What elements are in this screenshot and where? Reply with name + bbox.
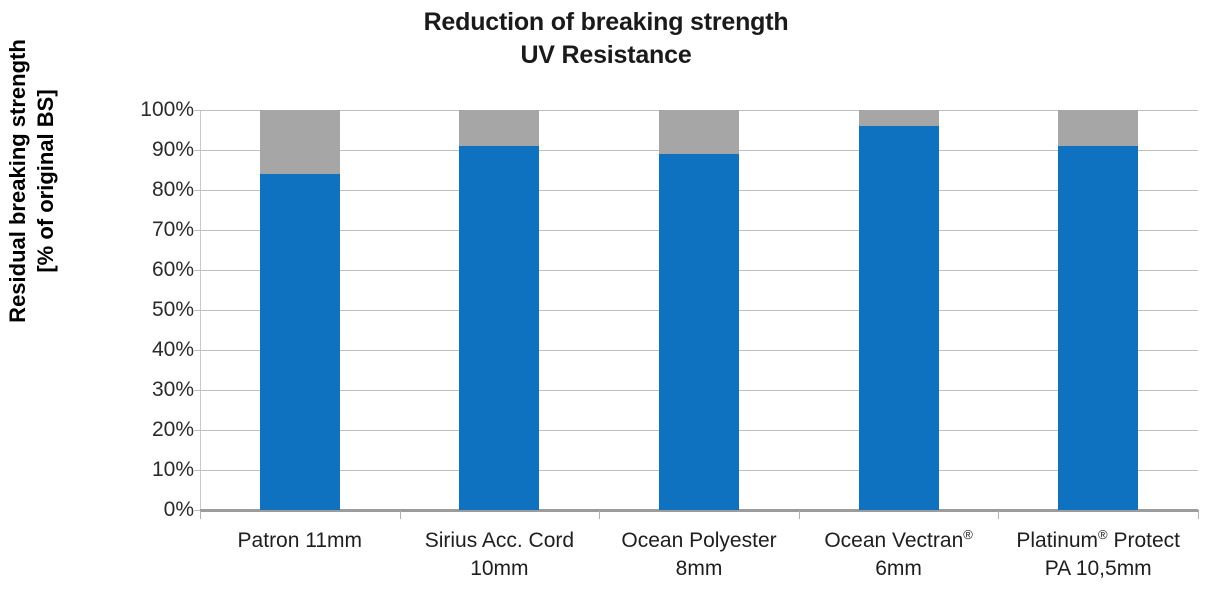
y-tick-mark (194, 350, 201, 351)
x-axis-category-label-line: Ocean Polyester (621, 529, 777, 552)
y-tick-mark (194, 270, 201, 271)
bar-group (858, 110, 939, 510)
bar-segment-residual (259, 174, 340, 510)
y-tick-mark (194, 470, 201, 471)
y-tick-label: 20% (151, 418, 194, 441)
x-tick-mark (399, 511, 401, 519)
y-tick-mark (194, 390, 201, 391)
bar-segment-residual (1058, 146, 1139, 510)
bar-group (259, 110, 340, 510)
x-axis-category-label-line: Platinum® Protect (1016, 527, 1181, 552)
x-axis-category-label: Patron 11mm (200, 527, 400, 555)
bar-segment-reduction (858, 110, 939, 126)
y-tick-label: 10% (151, 458, 194, 481)
y-tick-mark (194, 110, 201, 111)
y-tick-mark (194, 310, 201, 311)
registered-trademark-icon: ® (963, 527, 973, 542)
x-tick-mark (798, 511, 800, 519)
y-tick-label: 100% (140, 98, 194, 121)
x-axis-category-label-line: PA 10,5mm (1044, 556, 1152, 580)
x-axis-category-label-line: Sirius Acc. Cord (424, 529, 575, 552)
x-tick-mark (998, 511, 1000, 519)
x-axis-category-label-line: Patron 11mm (237, 529, 363, 552)
chart-title-line-2: UV Resistance (520, 41, 692, 69)
y-tick-label: 0% (163, 498, 194, 521)
y-tick-label: 70% (151, 218, 194, 241)
bar-segment-reduction (1058, 110, 1139, 146)
y-axis-line (200, 110, 201, 512)
registered-trademark-icon: ® (1098, 527, 1108, 542)
y-axis-title-line-2: [% of original BS] (33, 89, 58, 273)
y-tick-label: 60% (151, 258, 194, 281)
bar-segment-residual (459, 146, 540, 510)
y-axis-title: Residual breaking strength [% of origina… (1, 31, 63, 331)
page-title: Reduction of breaking strength UV Resist… (0, 6, 1212, 72)
plot-area (200, 110, 1198, 511)
x-axis-category-label: Platinum® Protect PA 10,5mm (998, 527, 1198, 583)
y-tick-mark (194, 430, 201, 431)
x-axis-category-label-line: 10mm (470, 556, 529, 580)
bar-segment-reduction (259, 110, 340, 174)
x-axis-category-label: Ocean Polyester 8mm (599, 527, 799, 583)
bar-segment-reduction (659, 110, 739, 154)
y-axis-title-line-1: Residual breaking strength (4, 39, 30, 323)
y-tick-label: 30% (151, 378, 194, 401)
x-axis-category-label-line: Ocean Vectran® (824, 527, 973, 552)
x-axis-category-label-line: 6mm (875, 556, 922, 580)
x-tick-mark (1198, 511, 1199, 519)
x-tick-mark (200, 511, 201, 519)
bar-segment-reduction (459, 110, 540, 146)
bar-segment-residual (659, 154, 739, 510)
y-tick-mark (194, 230, 201, 231)
gridline (200, 509, 1198, 511)
x-axis-category-label: Sirius Acc. Cord 10mm (399, 527, 599, 583)
chart-title-line-1: Reduction of breaking strength (423, 8, 789, 36)
y-tick-label: 50% (151, 298, 194, 321)
y-tick-mark (194, 190, 201, 191)
bar-group (459, 110, 540, 510)
bar-segment-residual (858, 126, 939, 510)
y-tick-mark (194, 510, 201, 511)
x-tick-mark (599, 511, 601, 519)
y-tick-label: 90% (151, 138, 194, 161)
x-axis-category-label-line: 8mm (675, 556, 723, 580)
y-tick-label: 80% (151, 178, 194, 201)
bar-group (1058, 110, 1139, 510)
x-axis-category-label: Ocean Vectran® 6mm (799, 527, 999, 583)
y-tick-label: 40% (151, 338, 194, 361)
x-axis-line (200, 510, 1199, 512)
y-tick-mark (194, 150, 201, 151)
bar-group (659, 110, 739, 510)
